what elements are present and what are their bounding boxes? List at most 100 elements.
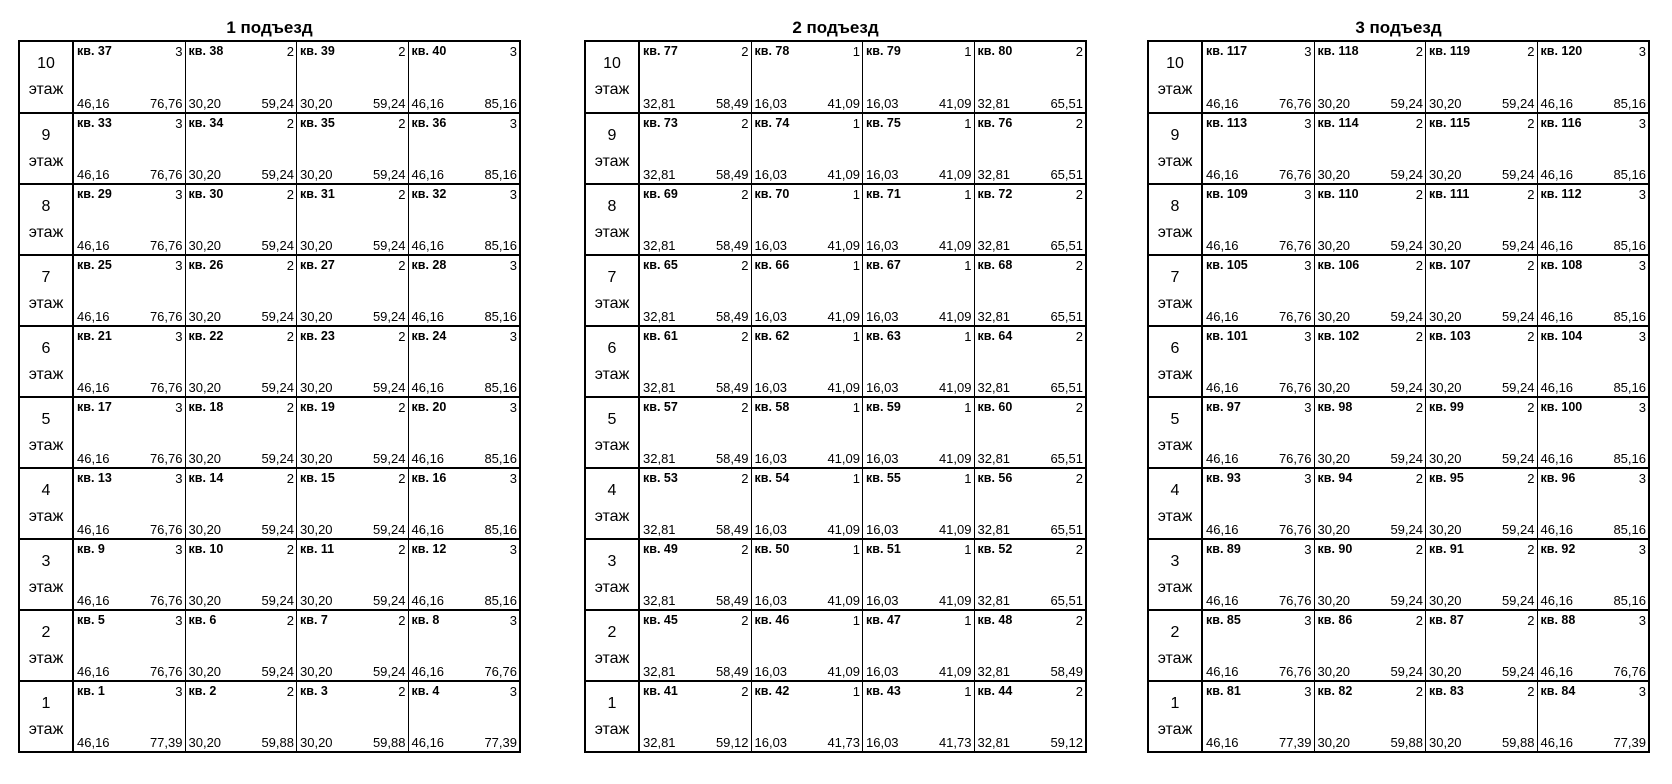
room-count: 3 — [175, 187, 183, 202]
room-count: 1 — [964, 187, 972, 202]
apartment-cell: кв. 93 3 46,16 76,76 — [1203, 469, 1315, 538]
room-count: 3 — [1638, 44, 1646, 59]
apartment-areas: 46,16 76,76 — [1206, 167, 1312, 182]
apartment-number: кв. 119 — [1429, 44, 1471, 58]
room-count: 2 — [1075, 684, 1083, 699]
apartment-number: кв. 110 — [1317, 187, 1359, 201]
living-area: 16,03 — [754, 593, 788, 608]
living-area: 46,16 — [77, 167, 110, 182]
apartment-number: кв. 73 — [643, 116, 678, 130]
living-area: 30,20 — [300, 309, 333, 324]
apartment-header: кв. 15 2 — [300, 471, 406, 486]
apartment-cell: кв. 58 1 16,03 41,09 — [752, 398, 863, 467]
floor-word: этаж — [28, 436, 64, 454]
living-area: 16,03 — [754, 96, 788, 111]
apartment-header: кв. 19 2 — [300, 400, 406, 415]
apartment-cell: кв. 14 2 30,20 59,24 — [186, 469, 297, 538]
room-count: 2 — [286, 329, 294, 344]
floor-row: 5 этаж кв. 17 3 46,16 76,76 кв. 18 2 30,20 59,24 к… — [20, 396, 519, 467]
apartment-number: кв. 81 — [1206, 684, 1241, 698]
apartment-areas: 46,16 85,16 — [1541, 593, 1647, 608]
apartment-number: кв. 96 — [1540, 471, 1576, 485]
floor-row: 9 этаж кв. 113 3 46,16 76,76 кв. 114 2 30,20 59,2… — [1149, 112, 1648, 183]
room-count: 2 — [1075, 613, 1083, 628]
floor-number: 8 — [607, 197, 617, 215]
room-count: 2 — [1075, 187, 1083, 202]
total-area: 59,24 — [372, 238, 406, 253]
apartment-cell: кв. 57 2 32,81 58,49 — [640, 398, 752, 467]
apartment-number: кв. 16 — [411, 471, 447, 485]
floor-number: 9 — [41, 126, 51, 144]
apartment-header: кв. 83 2 — [1429, 684, 1535, 699]
apartment-number: кв. 37 — [77, 44, 112, 58]
apartment-number: кв. 112 — [1540, 187, 1582, 201]
apartment-header: кв. 114 2 — [1318, 116, 1424, 131]
floor-word: этаж — [594, 152, 630, 170]
living-area: 16,03 — [754, 309, 788, 324]
apartment-cell: кв. 118 2 30,20 59,24 — [1315, 42, 1426, 112]
apartment-areas: 46,16 85,16 — [1541, 451, 1647, 466]
living-area: 46,16 — [1206, 167, 1239, 182]
apartment-areas: 30,20 59,24 — [300, 96, 406, 111]
room-count: 3 — [509, 329, 517, 344]
apartment-header: кв. 76 2 — [978, 116, 1084, 131]
floor-number: 3 — [1170, 552, 1180, 570]
room-count: 3 — [1638, 400, 1646, 415]
apartment-cell: кв. 81 3 46,16 77,39 — [1203, 682, 1315, 751]
floor-row: 7 этаж кв. 65 2 32,81 58,49 кв. 66 1 16,03 41,09 к… — [586, 254, 1085, 325]
apartment-number: кв. 99 — [1429, 400, 1464, 414]
apartment-number: кв. 64 — [977, 329, 1013, 343]
total-area: 76,76 — [149, 238, 183, 253]
apartment-header: кв. 40 3 — [412, 44, 518, 59]
apartment-header: кв. 115 2 — [1429, 116, 1535, 131]
apartment-areas: 32,81 58,49 — [643, 522, 749, 537]
room-count: 2 — [286, 187, 294, 202]
entrance-title: 1 подъезд — [226, 18, 313, 37]
apartment-number: кв. 86 — [1317, 613, 1353, 627]
apartment-cell: кв. 29 3 46,16 76,76 — [74, 185, 186, 254]
room-count: 2 — [1527, 116, 1535, 131]
apartment-cell: кв. 75 1 16,03 41,09 — [863, 114, 975, 183]
living-area: 46,16 — [411, 593, 445, 608]
living-area: 32,81 — [977, 96, 1011, 111]
apartment-areas: 32,81 65,51 — [978, 309, 1084, 324]
apartment-number: кв. 66 — [754, 258, 790, 272]
apartment-number: кв. 54 — [754, 471, 790, 485]
total-area: 65,51 — [1050, 309, 1083, 324]
apartment-cell: кв. 2 2 30,20 59,88 — [186, 682, 297, 751]
apartment-cell: кв. 91 2 30,20 59,24 — [1426, 540, 1538, 609]
room-count: 2 — [398, 187, 406, 202]
apartment-header: кв. 112 3 — [1541, 187, 1647, 202]
apartment-number: кв. 46 — [754, 613, 790, 627]
apartment-cell: кв. 96 3 46,16 85,16 — [1538, 469, 1649, 538]
total-area: 76,76 — [1278, 167, 1312, 182]
room-count: 1 — [852, 613, 860, 628]
floor-number: 9 — [607, 126, 617, 144]
apartment-areas: 30,20 59,24 — [1318, 664, 1424, 679]
apartment-cell: кв. 43 1 16,03 41,73 — [863, 682, 975, 751]
living-area: 46,16 — [411, 309, 445, 324]
room-count: 3 — [1638, 258, 1646, 273]
room-count: 2 — [1415, 400, 1423, 415]
apartment-number: кв. 22 — [188, 329, 224, 343]
living-area: 46,16 — [1540, 593, 1574, 608]
total-area: 59,24 — [1501, 167, 1535, 182]
apartment-number: кв. 76 — [977, 116, 1013, 130]
apartment-areas: 32,81 65,51 — [978, 380, 1084, 395]
total-area: 76,76 — [1278, 664, 1312, 679]
apartment-cell: кв. 39 2 30,20 59,24 — [297, 42, 409, 112]
total-area: 59,24 — [372, 451, 406, 466]
floor-label: 1 этаж — [586, 682, 640, 751]
living-area: 46,16 — [411, 451, 445, 466]
floor-row: 5 этаж кв. 97 3 46,16 76,76 кв. 98 2 30,20 59,24 к… — [1149, 396, 1648, 467]
floor-word: этаж — [1157, 152, 1193, 170]
apartment-number: кв. 58 — [754, 400, 790, 414]
floor-row: 4 этаж кв. 93 3 46,16 76,76 кв. 94 2 30,20 59,24 к… — [1149, 467, 1648, 538]
apartment-number: кв. 10 — [188, 542, 224, 556]
apartment-header: кв. 10 2 — [189, 542, 295, 557]
apartment-header: кв. 39 2 — [300, 44, 406, 59]
apartment-number: кв. 83 — [1429, 684, 1464, 698]
apartment-number: кв. 60 — [977, 400, 1013, 414]
total-area: 85,16 — [484, 167, 517, 182]
floor-row: 1 этаж кв. 81 3 46,16 77,39 кв. 82 2 30,20 59,88 к… — [1149, 680, 1648, 751]
